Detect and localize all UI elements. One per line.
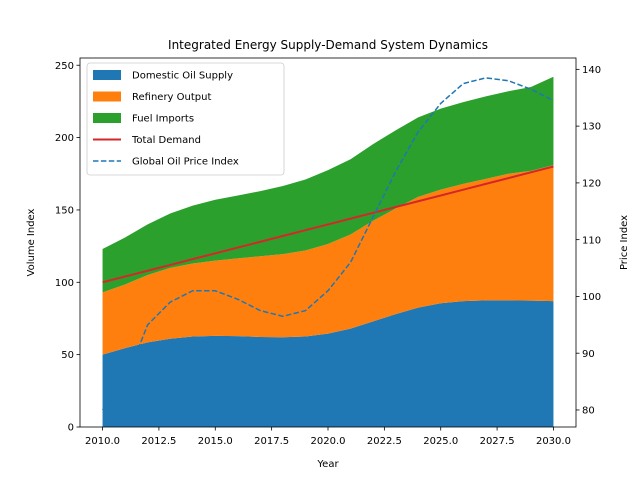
line-global-oil-price-index	[101, 77, 554, 411]
legend-label: Refinery Output	[132, 92, 211, 103]
area-refinery-output	[102, 165, 554, 355]
x-axis-title: Year	[316, 459, 339, 470]
x-tick-label: 2027.5	[480, 436, 515, 447]
x-tick-label: 2030.0	[536, 436, 571, 447]
y2-tick-label: 140	[582, 65, 601, 76]
y-tick-label: 150	[55, 206, 74, 217]
y-tick-label: 50	[61, 350, 74, 361]
y-axis-left: 0 50 100 150 200 250	[55, 61, 80, 434]
legend-entry-global-oil-price-index: Global Oil Price Index	[93, 157, 239, 168]
legend-label: Fuel Imports	[132, 114, 194, 125]
y-tick-label: 200	[55, 133, 74, 144]
y2-tick-label: 90	[582, 349, 595, 360]
legend-swatch	[93, 70, 121, 80]
y2-tick-label: 130	[582, 122, 601, 133]
x-tick-label: 2010.0	[85, 436, 120, 447]
chart-title: Integrated Energy Supply-Demand System D…	[168, 38, 488, 52]
line-total-demand	[102, 165, 554, 284]
y-axis-right: 80 90 100 110 120 130 140	[576, 65, 601, 417]
y2-tick-label: 80	[582, 406, 595, 417]
x-tick-label: 2025.0	[423, 436, 458, 447]
legend-entry-fuel-imports: Fuel Imports	[93, 113, 194, 125]
line-layer	[101, 77, 554, 411]
y2-tick-label: 120	[582, 178, 601, 189]
legend-label: Domestic Oil Supply	[132, 71, 233, 82]
legend-entry-domestic-oil-supply: Domestic Oil Supply	[93, 70, 233, 82]
y-tick-label: 100	[55, 278, 74, 289]
legend-swatch	[93, 91, 121, 102]
area-layer	[102, 76, 554, 427]
legend-swatch	[93, 113, 121, 123]
x-tick-label: 2012.5	[141, 436, 176, 447]
y-tick-label: 250	[55, 61, 74, 72]
y-tick-label: 0	[68, 423, 74, 434]
x-tick-label: 2022.5	[367, 436, 402, 447]
legend-entry-refinery-output: Refinery Output	[93, 91, 211, 103]
legend-label: Global Oil Price Index	[132, 157, 239, 168]
area-fuel-imports	[102, 76, 554, 293]
legend-entry-total-demand: Total Demand	[93, 135, 201, 146]
y2-tick-label: 100	[582, 292, 601, 303]
x-tick-label: 2015.0	[198, 436, 233, 447]
y2-axis-title: Price Index	[619, 215, 630, 270]
legend-box	[86, 62, 285, 176]
legend: Domestic Oil Supply Refinery Output Fuel I…	[86, 62, 285, 176]
x-tick-label: 2017.5	[254, 436, 289, 447]
x-tick-label: 2020.0	[311, 436, 346, 447]
x-axis: 2010.0 2012.5 2015.0 2017.5 2020.0 2022.5 2025…	[85, 427, 571, 447]
y2-tick-label: 110	[582, 235, 601, 246]
area-domestic-oil-supply	[102, 300, 554, 427]
legend-label: Total Demand	[131, 135, 201, 146]
y-axis-title: Volume Index	[26, 208, 37, 276]
